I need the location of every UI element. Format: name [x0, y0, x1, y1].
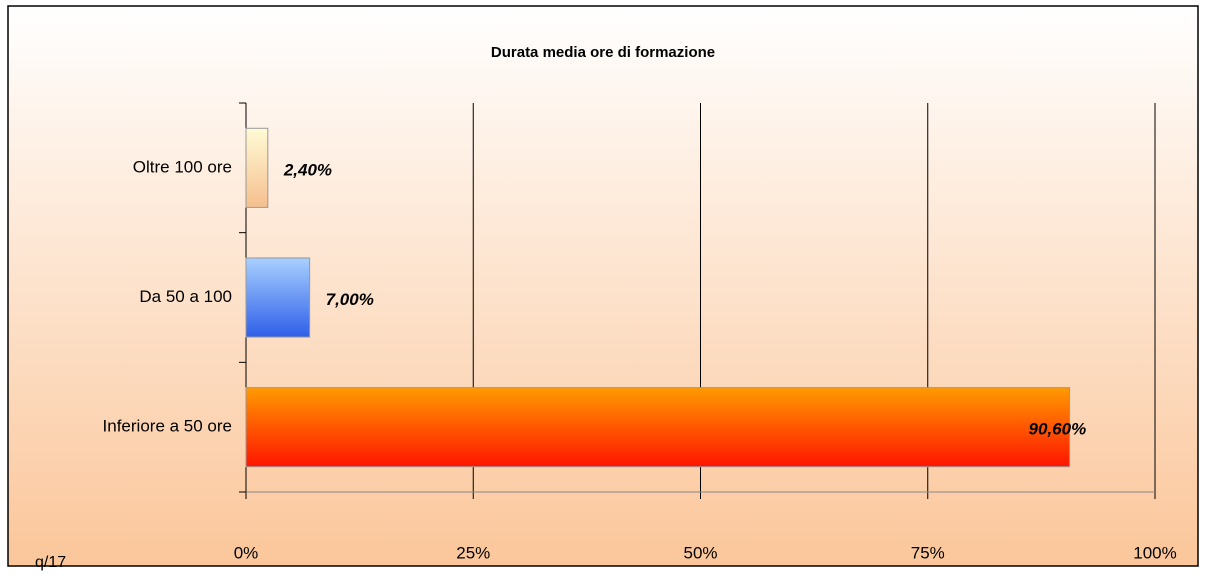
x-tick-label: 100% [1133, 543, 1176, 562]
value-label: 7,00% [326, 290, 374, 309]
annotation: q/17 [35, 554, 66, 571]
x-tick-label: 75% [911, 543, 945, 562]
x-tick-label: 25% [456, 543, 490, 562]
chart-title: Durata media ore di formazione [491, 44, 715, 61]
x-tick-label: 0% [234, 543, 259, 562]
category-label: Oltre 100 ore [133, 157, 232, 176]
category-label: Da 50 a 100 [139, 287, 232, 306]
bar [245, 127, 269, 208]
bar [245, 257, 311, 338]
bar [245, 387, 1071, 468]
x-tick-label: 50% [683, 543, 717, 562]
value-label: 2,40% [283, 160, 332, 179]
category-label: Inferiore a 50 ore [103, 417, 232, 436]
chart-frame [7, 5, 1199, 567]
value-label: 90,60% [1029, 420, 1087, 439]
